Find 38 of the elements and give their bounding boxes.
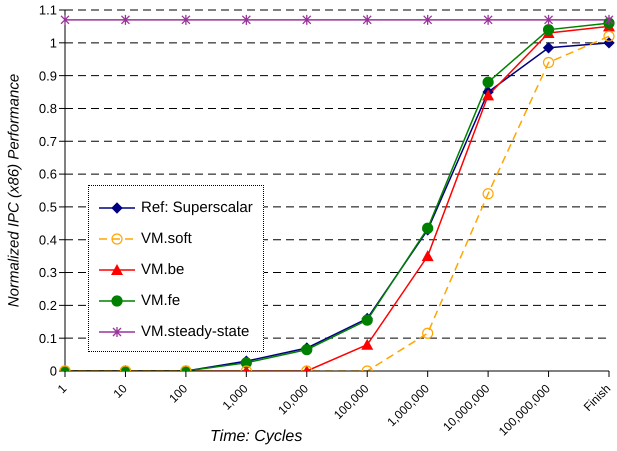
x-axis-title: Time: Cycles (210, 428, 302, 445)
y-tick-label: 0.1 (38, 330, 57, 346)
point (482, 76, 494, 88)
point (544, 14, 554, 26)
legend-label: VM.soft (141, 230, 192, 247)
x-tick-label: 10 (110, 381, 130, 401)
y-axis-title: Normalized IPC (x86) Performance (5, 74, 22, 308)
y-tick-label: 1 (50, 35, 57, 50)
point (482, 89, 494, 100)
point (423, 14, 432, 26)
point (482, 188, 494, 200)
point (543, 42, 554, 54)
legend-label: Ref: Superscalar (141, 199, 253, 216)
legend-label: VM.steady-state (141, 323, 250, 340)
legend-label: VM.fe (141, 292, 180, 309)
y-tick-label: 0.4 (38, 232, 57, 248)
point (302, 14, 312, 26)
y-tick-label: 0.6 (38, 166, 57, 182)
y-tick-label: 0.9 (38, 68, 57, 84)
y-tick-label: 0.5 (38, 200, 57, 215)
point (604, 14, 614, 26)
point (60, 14, 70, 26)
x-tick-label: 100 (166, 381, 190, 406)
y-tick-label: 0.2 (38, 298, 57, 313)
y-tick-label: 0 (50, 364, 57, 379)
point (542, 56, 554, 68)
point (362, 14, 372, 26)
y-tick-label: 0.7 (38, 134, 57, 149)
y-tick-label: 0.3 (38, 265, 57, 280)
point (483, 14, 493, 26)
point (242, 14, 251, 26)
y-tick-label: 1.1 (38, 2, 57, 18)
y-tick-label: 0.8 (38, 101, 57, 116)
point (603, 30, 615, 42)
point (542, 24, 554, 36)
point (120, 14, 130, 26)
point (181, 14, 191, 26)
legend-label: VM.be (141, 261, 184, 278)
